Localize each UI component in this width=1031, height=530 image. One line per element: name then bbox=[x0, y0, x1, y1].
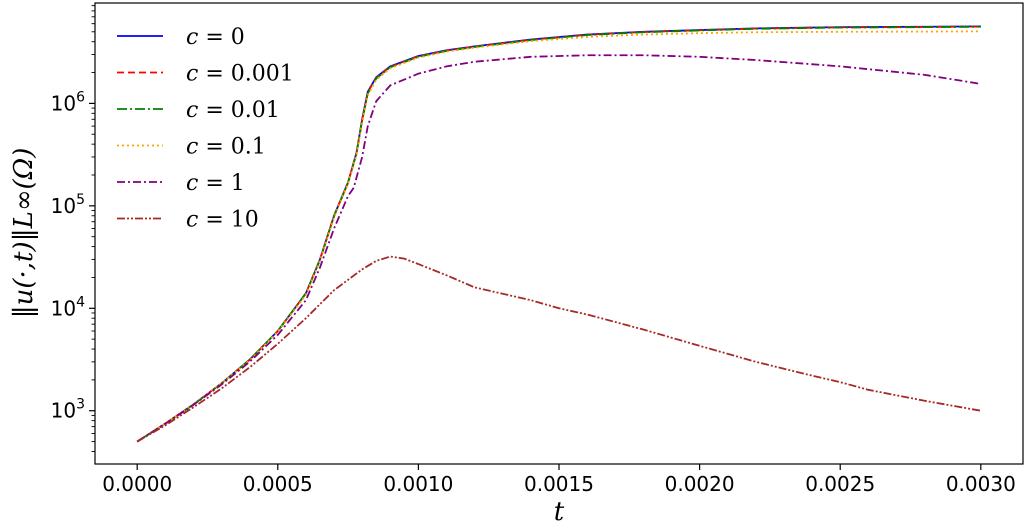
y-tick-label: 104 bbox=[51, 294, 85, 320]
y-axis-label: ‖u(·,t)‖L∞(Ω) bbox=[9, 148, 39, 319]
legend-label: c = 10 bbox=[186, 208, 259, 233]
legend-label: c = 0 bbox=[186, 25, 245, 50]
y-tick-label: 105 bbox=[51, 192, 85, 218]
series-line bbox=[136, 54, 981, 443]
x-tick-label: 0.0030 bbox=[946, 472, 1016, 496]
legend-label: c = 0.1 bbox=[186, 135, 266, 160]
legend-label: c = 0.001 bbox=[186, 62, 294, 87]
x-tick-label: 0.0005 bbox=[243, 472, 313, 496]
series-line bbox=[136, 30, 981, 443]
series-line bbox=[136, 255, 981, 443]
x-axis: 0.0000 0.0005 0.0010 0.0015 0.0020 0.0025 0.00… bbox=[102, 464, 1016, 496]
legend-label: c = 0.01 bbox=[186, 98, 280, 123]
legend-label: c = 1 bbox=[186, 171, 245, 196]
series-line bbox=[136, 25, 981, 443]
series-line bbox=[136, 25, 981, 443]
x-tick-label: 0.0010 bbox=[383, 472, 453, 496]
y-axis: 103 104 105 106 bbox=[51, 5, 95, 452]
series-layer bbox=[136, 25, 981, 443]
y-tick-label: 106 bbox=[51, 89, 85, 115]
x-tick-label: 0.0020 bbox=[665, 472, 735, 496]
series-line bbox=[136, 25, 981, 443]
x-tick-label: 0.0015 bbox=[524, 472, 594, 496]
y-tick-label: 103 bbox=[51, 397, 85, 423]
x-tick-label: 0.0025 bbox=[805, 472, 875, 496]
x-tick-label: 0.0000 bbox=[102, 472, 172, 496]
legend: c = 0 c = 0.001 c = 0.01 c = 0.1 c = 1 c = 10 bbox=[117, 25, 294, 233]
x-axis-label: t bbox=[554, 497, 565, 527]
